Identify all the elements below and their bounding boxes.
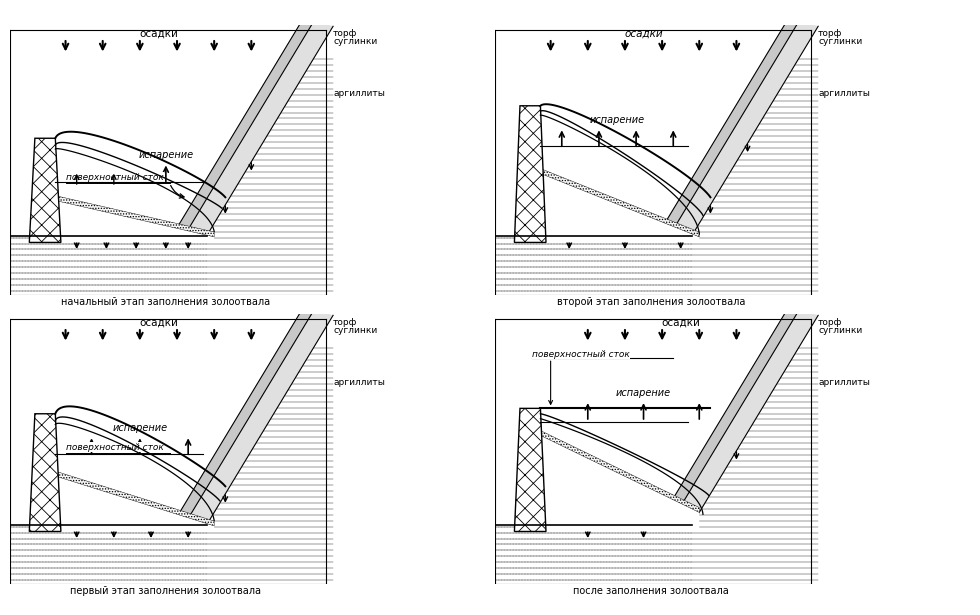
Polygon shape — [514, 408, 546, 531]
Text: осадки: осадки — [662, 318, 700, 328]
Polygon shape — [29, 138, 61, 242]
Polygon shape — [540, 435, 700, 531]
Text: поверхностный сток: поверхностный сток — [532, 350, 630, 359]
Text: суглинки: суглинки — [333, 327, 377, 335]
Polygon shape — [540, 173, 700, 242]
Polygon shape — [177, 17, 315, 229]
Text: испарение: испарение — [138, 150, 193, 160]
Polygon shape — [55, 471, 215, 526]
Text: начальный этап заполнения золоотвала: начальный этап заполнения золоотвала — [62, 298, 270, 308]
Polygon shape — [188, 309, 333, 525]
Text: торф: торф — [333, 28, 358, 38]
Text: торф: торф — [333, 317, 358, 327]
Polygon shape — [55, 476, 215, 531]
Text: суглинки: суглинки — [333, 38, 377, 46]
Polygon shape — [514, 106, 546, 242]
Polygon shape — [540, 169, 700, 237]
Polygon shape — [673, 309, 818, 525]
Polygon shape — [177, 306, 315, 518]
Text: испарение: испарение — [113, 423, 168, 433]
Polygon shape — [662, 17, 800, 229]
Polygon shape — [10, 3, 333, 295]
Polygon shape — [10, 314, 456, 584]
Polygon shape — [495, 3, 818, 295]
Polygon shape — [495, 292, 818, 584]
Polygon shape — [673, 20, 818, 236]
Polygon shape — [10, 25, 456, 295]
Polygon shape — [10, 292, 333, 584]
Text: второй этап заполнения золоотвала: второй этап заполнения золоотвала — [557, 298, 745, 308]
Polygon shape — [55, 196, 215, 237]
Text: торф: торф — [818, 317, 843, 327]
Text: аргиллиты: аргиллиты — [333, 89, 385, 98]
Text: осадки: осадки — [139, 318, 178, 328]
Text: испарение: испарение — [590, 115, 645, 125]
Polygon shape — [495, 25, 941, 295]
Text: суглинки: суглинки — [818, 38, 862, 46]
Text: поверхностный сток: поверхностный сток — [66, 173, 164, 181]
Text: после заполнения золоотвала: после заполнения золоотвала — [573, 587, 729, 597]
Text: осадки: осадки — [624, 29, 662, 39]
Polygon shape — [662, 306, 800, 518]
Polygon shape — [29, 414, 61, 531]
Text: испарение: испарение — [616, 387, 671, 397]
Text: аргиллиты: аргиллиты — [333, 378, 385, 387]
Polygon shape — [188, 20, 333, 236]
Polygon shape — [495, 314, 941, 584]
Text: осадки: осадки — [139, 29, 178, 39]
Polygon shape — [55, 200, 215, 242]
Text: торф: торф — [818, 28, 843, 38]
Text: первый этап заполнения золоотвала: первый этап заполнения золоотвала — [71, 587, 262, 597]
Polygon shape — [540, 430, 700, 512]
Text: поверхностный сток: поверхностный сток — [66, 443, 164, 451]
Text: аргиллиты: аргиллиты — [818, 89, 870, 98]
Text: аргиллиты: аргиллиты — [818, 378, 870, 387]
Text: суглинки: суглинки — [818, 327, 862, 335]
